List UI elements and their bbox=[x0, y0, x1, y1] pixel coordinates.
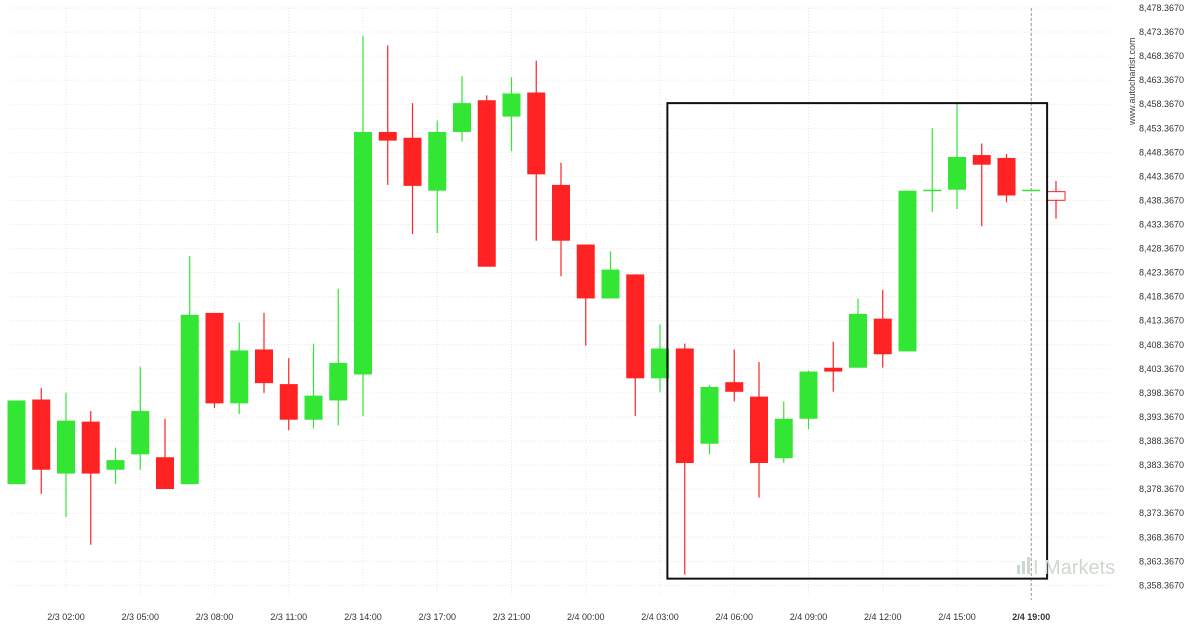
y-tick-label: 8,473.3670 bbox=[1139, 27, 1184, 37]
candle-body bbox=[700, 386, 719, 444]
candle-body bbox=[279, 384, 298, 420]
x-tick-label: 2/3 11:00 bbox=[270, 612, 307, 622]
candle-body bbox=[725, 382, 744, 392]
candle-body bbox=[873, 318, 892, 355]
y-tick-label: 8,448.3670 bbox=[1139, 147, 1184, 157]
x-tick-label: 2/4 00:00 bbox=[567, 612, 605, 622]
candle-body bbox=[502, 93, 521, 117]
candle-body bbox=[106, 460, 125, 470]
y-tick-label: 8,408.3670 bbox=[1139, 340, 1184, 350]
candle-body bbox=[230, 350, 249, 404]
y-tick-label: 8,363.3670 bbox=[1139, 556, 1184, 566]
y-tick-label: 8,433.3670 bbox=[1139, 220, 1184, 230]
autochartist-watermark: www.autochartist.com bbox=[1127, 37, 1137, 126]
candle-body bbox=[527, 92, 546, 175]
x-tick-label: 2/4 06:00 bbox=[715, 612, 753, 622]
candle-body bbox=[57, 420, 75, 474]
x-tick-label: 2/3 17:00 bbox=[418, 612, 456, 622]
candle-body bbox=[403, 137, 422, 186]
candle-body bbox=[180, 314, 199, 485]
candle-body bbox=[824, 367, 843, 372]
candle-body bbox=[453, 103, 471, 132]
x-tick-label: 2/3 21:00 bbox=[493, 612, 531, 622]
candle-body bbox=[7, 400, 26, 485]
logo-bar-3 bbox=[1027, 557, 1030, 574]
candle-body bbox=[923, 189, 942, 192]
candle-body bbox=[32, 399, 51, 470]
y-tick-label: 8,398.3670 bbox=[1139, 388, 1184, 398]
y-tick-label: 8,418.3670 bbox=[1139, 292, 1184, 302]
x-tick-label: 2/4 15:00 bbox=[938, 612, 976, 622]
candle-body bbox=[1046, 191, 1066, 201]
pattern-box bbox=[666, 102, 1049, 580]
y-tick-label: 8,403.3670 bbox=[1139, 364, 1184, 374]
y-tick-label: 8,468.3670 bbox=[1139, 51, 1184, 61]
logo-bar-1 bbox=[1017, 565, 1020, 574]
x-tick-label: 2/4 19:00 bbox=[1012, 612, 1050, 622]
y-tick-label: 8,368.3670 bbox=[1139, 532, 1184, 542]
logo-text: Markets bbox=[1044, 557, 1115, 579]
candle-body bbox=[81, 421, 100, 474]
candle-body bbox=[477, 100, 496, 267]
y-tick-label: 8,463.3670 bbox=[1139, 75, 1184, 85]
candle-body bbox=[428, 131, 447, 191]
y-tick-label: 8,423.3670 bbox=[1139, 268, 1184, 278]
candle-body bbox=[205, 312, 224, 404]
candle-body bbox=[255, 349, 273, 384]
y-tick-label: 8,438.3670 bbox=[1139, 195, 1184, 205]
y-tick-label: 8,413.3670 bbox=[1139, 316, 1184, 326]
candle-body bbox=[552, 184, 570, 241]
candle-body bbox=[378, 131, 397, 141]
x-tick-label: 2/4 09:00 bbox=[790, 612, 828, 622]
candle-body bbox=[948, 156, 966, 190]
candle-body bbox=[799, 371, 818, 419]
y-tick-label: 8,388.3670 bbox=[1139, 436, 1184, 446]
candle-body bbox=[774, 418, 793, 459]
x-tick-label: 2/4 03:00 bbox=[641, 612, 679, 622]
time-axis: 2/3 02:00 2/3 05:00 2/3 08:00 2/3 11:00 2/3 … bbox=[47, 612, 1050, 622]
y-tick-label: 8,358.3670 bbox=[1139, 580, 1184, 590]
candle-body bbox=[997, 157, 1016, 196]
x-tick-label: 2/3 05:00 bbox=[121, 612, 159, 622]
brand-logo: I Markets bbox=[1017, 557, 1115, 579]
y-tick-label: 8,453.3670 bbox=[1139, 123, 1184, 133]
y-tick-label: 8,378.3670 bbox=[1139, 484, 1184, 494]
candle-body bbox=[156, 457, 174, 489]
candle-body bbox=[972, 155, 991, 165]
y-tick-label: 8,393.3670 bbox=[1139, 412, 1184, 422]
candle-body bbox=[304, 395, 323, 420]
candle-body bbox=[354, 131, 372, 375]
candle-body bbox=[576, 244, 595, 299]
candle-body bbox=[329, 362, 348, 401]
x-tick-label: 2/4 12:00 bbox=[864, 612, 902, 622]
y-tick-label: 8,428.3670 bbox=[1139, 244, 1184, 254]
candle-body bbox=[675, 348, 694, 464]
y-tick-label: 8,383.3670 bbox=[1139, 460, 1184, 470]
pattern-overlay bbox=[666, 8, 1049, 600]
candle-body bbox=[131, 411, 150, 455]
y-tick-label: 8,373.3670 bbox=[1139, 508, 1184, 518]
candle-body bbox=[601, 269, 620, 299]
x-tick-label: 2/3 14:00 bbox=[344, 612, 382, 622]
price-axis: 8,478.3670 8,473.3670 8,468.3670 8,463.3670… bbox=[1139, 3, 1184, 590]
candles bbox=[7, 35, 1066, 575]
y-tick-label: 8,478.3670 bbox=[1139, 3, 1184, 13]
x-tick-label: 2/3 02:00 bbox=[47, 612, 85, 622]
x-tick-label: 2/3 08:00 bbox=[196, 612, 234, 622]
candle-body bbox=[651, 348, 669, 379]
y-tick-label: 8,443.3670 bbox=[1139, 171, 1184, 181]
candle-body bbox=[898, 190, 917, 352]
candle-body bbox=[626, 274, 645, 379]
candle-body bbox=[849, 313, 867, 368]
grid-lines bbox=[10, 7, 1110, 595]
logo-mark: I bbox=[1033, 557, 1039, 579]
candle-body bbox=[750, 396, 768, 464]
y-tick-label: 8,458.3670 bbox=[1139, 99, 1184, 109]
logo-bar-2 bbox=[1022, 561, 1025, 574]
